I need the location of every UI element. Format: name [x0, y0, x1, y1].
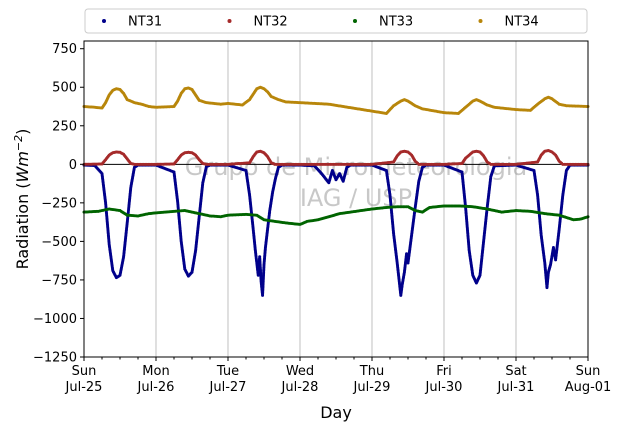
y-tick-label: −1250 — [33, 351, 77, 366]
legend-marker-nt33 — [353, 19, 357, 23]
plot-area: Grupo de Micrometeorologia IAG / USP — [82, 40, 590, 358]
x-tick-label-day: Sat — [505, 364, 526, 379]
x-tick-label-date: Aug-01 — [565, 380, 612, 395]
x-axis: SunJul-25MonJul-26TueJul-27WedJul-28ThuJ… — [65, 357, 612, 395]
legend-marker-nt32 — [227, 19, 232, 23]
watermark-line-1: Grupo de Micrometeorologia — [185, 153, 527, 181]
x-tick-label-day: Fri — [436, 364, 452, 379]
y-tick-label: 500 — [52, 81, 77, 96]
legend-label-nt32: NT32 — [254, 15, 288, 30]
y-tick-label: −1000 — [33, 312, 77, 327]
legend: NT31 NT32 NT33 NT34 — [84, 8, 588, 34]
legend-label-nt33: NT33 — [379, 15, 413, 30]
y-tick-label: 250 — [52, 119, 77, 134]
x-tick-label-date: Jul-29 — [353, 380, 391, 395]
x-tick-label-day: Sun — [576, 364, 601, 379]
x-axis-title: Day — [320, 403, 352, 422]
x-tick-label-day: Sun — [72, 364, 97, 379]
y-tick-label: −250 — [41, 196, 77, 211]
y-tick-label: −500 — [41, 235, 77, 250]
y-axis-title-unit: Wm — [13, 151, 32, 182]
legend-box — [84, 8, 588, 34]
series-nt34 — [82, 85, 590, 115]
x-tick-label-day: Mon — [142, 364, 169, 379]
watermark: Grupo de Micrometeorologia IAG / USP — [185, 153, 527, 212]
x-tick-label-date: Jul-26 — [137, 380, 175, 395]
y-tick-label: −750 — [41, 273, 77, 288]
grid-layer — [155, 41, 517, 357]
y-axis-title: Radiation (Wm−2) — [12, 129, 32, 270]
legend-label-nt34: NT34 — [505, 15, 539, 30]
x-tick-label-date: Jul-28 — [281, 380, 319, 395]
y-axis-title-main: Radiation ( — [13, 182, 32, 269]
legend-marker-nt31 — [102, 19, 106, 23]
x-tick-label-date: Jul-30 — [425, 380, 463, 395]
y-axis-title-close: ) — [13, 129, 32, 135]
y-tick-label: 0 — [69, 158, 77, 173]
x-tick-label-day: Tue — [216, 364, 239, 379]
x-tick-label-day: Thu — [359, 364, 384, 379]
y-axis: 750 500 250 0 −250 −500 −750 −1000 −1250 — [33, 42, 84, 366]
legend-marker-nt34 — [478, 19, 483, 23]
x-tick-label-date: Jul-25 — [65, 380, 103, 395]
y-tick-label: 750 — [52, 42, 77, 57]
series-nt32 — [82, 148, 590, 166]
x-tick-label-date: Jul-27 — [209, 380, 247, 395]
series-layer — [82, 85, 590, 297]
y-axis-title-exponent: −2 — [12, 135, 25, 151]
plot-background — [84, 41, 588, 357]
x-tick-label-day: Wed — [286, 364, 314, 379]
legend-label-nt31: NT31 — [128, 15, 162, 30]
series-nt33 — [82, 204, 590, 226]
x-tick-label-date: Jul-31 — [497, 380, 535, 395]
